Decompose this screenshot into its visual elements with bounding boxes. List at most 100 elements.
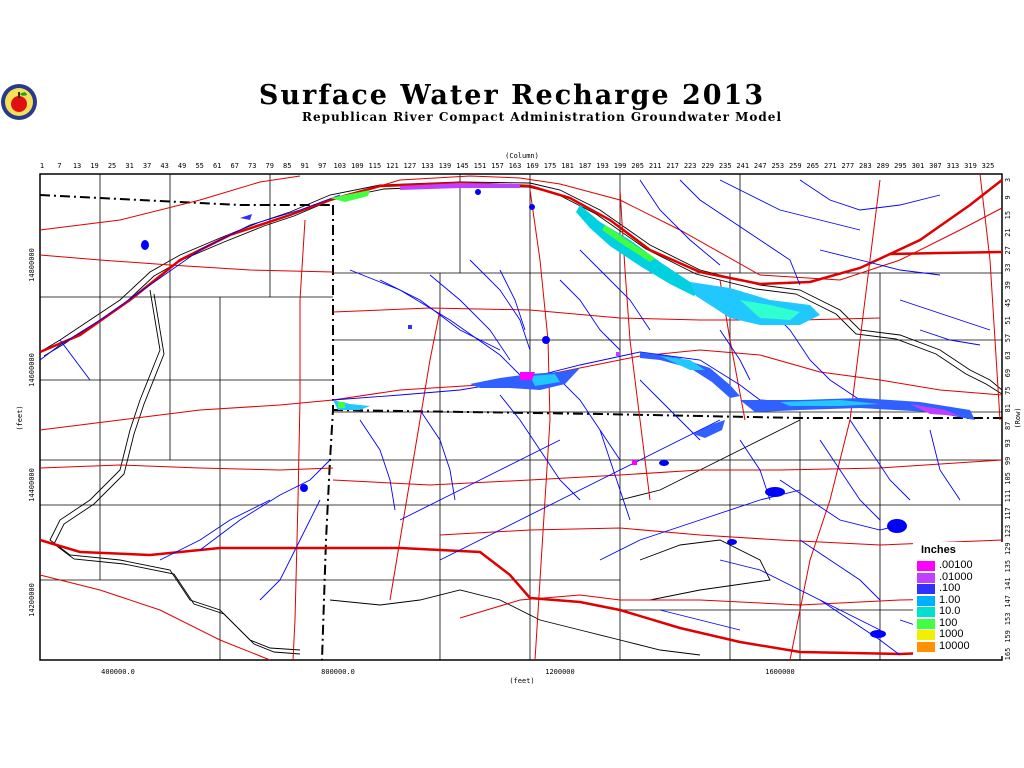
row-tick-label: 27 — [1004, 246, 1012, 254]
x-axis-title: (feet) — [509, 677, 534, 685]
column-tick-label: 121 — [386, 162, 399, 170]
column-tick-label: 139 — [439, 162, 452, 170]
column-tick-label: 13 — [73, 162, 81, 170]
row-tick-label: 141 — [1004, 577, 1012, 590]
legend-swatch — [917, 572, 935, 583]
column-tick-label: 217 — [666, 162, 679, 170]
column-tick-label: 19 — [90, 162, 98, 170]
column-tick-label: 163 — [509, 162, 522, 170]
column-tick-label: 259 — [789, 162, 802, 170]
column-tick-label: 193 — [596, 162, 609, 170]
apple-seal-icon — [0, 80, 46, 126]
legend-label: 10.0 — [939, 605, 961, 617]
legend-label: 1000 — [939, 628, 964, 640]
y-axis-title: (feet) — [16, 405, 24, 430]
row-tick-label: 39 — [1004, 281, 1012, 289]
column-tick-label: 187 — [579, 162, 592, 170]
legend-swatch — [917, 561, 935, 571]
column-tick-label: 253 — [771, 162, 784, 170]
row-tick-label: 105 — [1004, 472, 1012, 485]
column-tick-label: 211 — [649, 162, 662, 170]
row-tick-label: 87 — [1004, 422, 1012, 430]
column-tick-label: 109 — [351, 162, 364, 170]
legend-swatch — [917, 618, 935, 629]
column-tick-label: 151 — [474, 162, 487, 170]
column-tick-label: 235 — [719, 162, 732, 170]
column-tick-label: 295 — [894, 162, 907, 170]
column-tick-label: 169 — [526, 162, 539, 170]
row-tick-label: 123 — [1004, 525, 1012, 538]
row-tick-label: 57 — [1004, 334, 1012, 342]
row-tick-label: 99 — [1004, 457, 1012, 465]
legend-swatch — [917, 595, 935, 606]
column-tick-label: 241 — [736, 162, 749, 170]
column-tick-label: 289 — [877, 162, 890, 170]
column-tick-label: 31 — [125, 162, 133, 170]
map-subtitle: Republican River Compact Administration … — [301, 110, 782, 124]
column-tick-label: 223 — [684, 162, 697, 170]
row-tick-label: 75 — [1004, 386, 1012, 394]
legend-title: Inches — [921, 544, 956, 556]
column-tick-label: 37 — [143, 162, 151, 170]
legend: Inches .00100.01000.100 1.00 10.0 100 1000 10… — [913, 542, 1003, 656]
y-tick-label: 14600000 — [28, 353, 36, 387]
column-tick-label: 175 — [544, 162, 557, 170]
row-tick-label: 93 — [1004, 439, 1012, 447]
row-tick-label: 159 — [1004, 630, 1012, 643]
reservoirs — [141, 189, 907, 638]
x-tick-label: 1200000 — [545, 668, 575, 676]
y-tick-label: 14800000 — [28, 248, 36, 282]
legend-label: .100 — [939, 582, 961, 594]
column-tick-label: 85 — [283, 162, 291, 170]
column-axis-title: (Column) — [505, 152, 539, 160]
row-tick-label: 147 — [1004, 595, 1012, 608]
row-tick-label: 33 — [1004, 264, 1012, 272]
row-tick-label: 21 — [1004, 228, 1012, 236]
row-tick-label: 111 — [1004, 490, 1012, 503]
row-tick-label: 153 — [1004, 613, 1012, 626]
column-tick-label: 277 — [842, 162, 855, 170]
y-axis-tick-labels: 14800000 14600000 14400000 14200000 — [28, 248, 36, 617]
column-tick-label: 103 — [333, 162, 346, 170]
legend-swatch — [917, 641, 935, 652]
column-tick-label: 7 — [57, 162, 61, 170]
column-tick-label: 55 — [195, 162, 203, 170]
x-tick-label: 800000.0 — [321, 668, 355, 676]
row-tick-label: 45 — [1004, 299, 1012, 307]
column-tick-label: 283 — [859, 162, 872, 170]
row-tick-label: 15 — [1004, 211, 1012, 219]
column-tick-label: 115 — [369, 162, 382, 170]
column-tick-label: 265 — [806, 162, 819, 170]
legend-swatch — [917, 607, 935, 617]
row-tick-label: 3 — [1004, 178, 1012, 182]
column-tick-label: 319 — [964, 162, 977, 170]
column-tick-label: 43 — [160, 162, 168, 170]
column-tick-label: 91 — [301, 162, 309, 170]
rivers — [39, 179, 991, 656]
column-tick-label: 247 — [754, 162, 767, 170]
row-tick-label: 129 — [1004, 542, 1012, 555]
column-tick-label: 199 — [614, 162, 627, 170]
column-tick-label: 229 — [701, 162, 714, 170]
column-tick-label: 73 — [248, 162, 256, 170]
column-tick-label: 25 — [108, 162, 116, 170]
column-tick-label: 157 — [491, 162, 504, 170]
column-tick-label: 271 — [824, 162, 837, 170]
column-tick-label: 49 — [178, 162, 186, 170]
y-tick-label: 14400000 — [28, 468, 36, 502]
row-tick-label: 165 — [1004, 648, 1012, 661]
row-tick-label: 51 — [1004, 316, 1012, 324]
legend-label: .00100 — [939, 559, 973, 571]
legend-swatch — [917, 630, 935, 640]
legend-swatch — [917, 584, 935, 594]
column-tick-label: 79 — [266, 162, 274, 170]
column-tick-label: 61 — [213, 162, 221, 170]
column-tick-label: 145 — [456, 162, 469, 170]
column-tick-label: 127 — [404, 162, 417, 170]
column-tick-label: 181 — [561, 162, 574, 170]
y-tick-label: 14200000 — [28, 583, 36, 617]
legend-label: 10000 — [939, 639, 970, 652]
row-tick-label: 117 — [1004, 507, 1012, 520]
x-tick-label: 400000.0 — [101, 668, 135, 676]
